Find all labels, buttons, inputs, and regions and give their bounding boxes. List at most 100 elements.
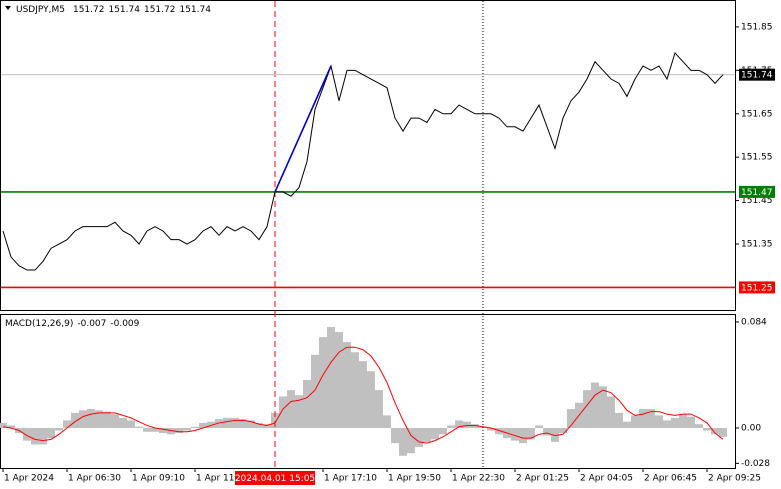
histogram-bar bbox=[375, 390, 383, 428]
histogram-bar bbox=[79, 410, 87, 428]
histogram-bar bbox=[439, 427, 447, 435]
histogram-bar bbox=[103, 411, 111, 428]
y-tick-label: 151.65 bbox=[741, 109, 773, 119]
histogram-bar bbox=[327, 327, 335, 428]
x-tick-label: 1 Apr 22:30 bbox=[452, 474, 505, 484]
x-tick-label: 1 Apr 09:10 bbox=[132, 474, 185, 484]
crosshair-label: 2024.04.01 15:05 bbox=[235, 474, 315, 484]
histogram-bar bbox=[343, 342, 351, 428]
ohlc-value: 151.74 bbox=[179, 5, 211, 15]
histogram-bar bbox=[151, 427, 159, 432]
histogram-bar bbox=[239, 419, 247, 428]
histogram-bar bbox=[39, 427, 47, 445]
price-panel bbox=[0, 0, 736, 311]
histogram-bar bbox=[127, 420, 135, 428]
histogram-bar bbox=[183, 427, 191, 431]
y-tick-label: 151.85 bbox=[741, 22, 773, 32]
chart-header: USDJPY,M5 151.72 151.74 151.72 151.74 bbox=[16, 5, 211, 15]
histogram-bar bbox=[511, 427, 519, 441]
histogram-bar bbox=[631, 415, 639, 428]
y-tick-label: 151.45 bbox=[741, 196, 773, 206]
x-tick-label: 1 Apr 17:10 bbox=[324, 474, 377, 484]
x-tick-label: 2 Apr 09:25 bbox=[708, 474, 761, 484]
histogram-bar bbox=[359, 361, 367, 428]
histogram-bar bbox=[551, 427, 559, 442]
histogram-bar bbox=[255, 422, 263, 428]
histogram-bar bbox=[263, 424, 271, 428]
histogram-bar bbox=[695, 424, 703, 428]
indicator-reading: -0.007 bbox=[77, 319, 106, 329]
histogram-bar bbox=[31, 427, 39, 445]
indicator-name: MACD(12,26,9) bbox=[5, 319, 73, 329]
x-tick-label: 2 Apr 06:45 bbox=[644, 474, 697, 484]
histogram-bar bbox=[191, 426, 199, 428]
price-line bbox=[2, 51, 724, 271]
histogram-bar bbox=[175, 427, 183, 434]
x-tick-label: 2 Apr 01:25 bbox=[516, 474, 569, 484]
level-label-box bbox=[739, 281, 775, 294]
menu-icon[interactable] bbox=[5, 6, 11, 10]
histogram-bar bbox=[663, 420, 671, 428]
histogram-bar bbox=[303, 380, 311, 428]
histogram-bar bbox=[0, 422, 7, 428]
histogram-bar bbox=[319, 337, 327, 428]
histogram-bar bbox=[63, 420, 71, 428]
histogram-bar bbox=[87, 409, 95, 428]
x-tick-label: 2 Apr 04:05 bbox=[580, 474, 633, 484]
level-label: 151.47 bbox=[741, 188, 773, 198]
histogram-bar bbox=[215, 419, 223, 428]
histogram-bar bbox=[703, 427, 711, 431]
histogram-bar bbox=[519, 427, 527, 444]
y-tick-label: 0.084 bbox=[741, 317, 767, 327]
histogram-bar bbox=[7, 425, 15, 428]
histogram-bar bbox=[591, 382, 599, 428]
histogram-bar bbox=[719, 427, 727, 437]
histogram-bar bbox=[639, 409, 647, 428]
trendline bbox=[274, 65, 332, 193]
histogram-bar bbox=[679, 414, 687, 428]
x-tick-label: 1 Apr 11:50 bbox=[196, 474, 249, 484]
histogram-bar bbox=[111, 414, 119, 428]
histogram-bar bbox=[351, 352, 359, 428]
x-tick-label: 1 Apr 06:30 bbox=[68, 474, 121, 484]
indicator-header: MACD(12,26,9) -0.007 -0.009 bbox=[5, 319, 140, 329]
x-tick-label: 1 Apr 19:50 bbox=[388, 474, 441, 484]
macd-panel bbox=[0, 314, 736, 469]
level-label-box bbox=[739, 68, 775, 81]
histogram-bar bbox=[447, 425, 455, 428]
histogram-bar bbox=[527, 427, 535, 440]
histogram-bar bbox=[615, 412, 623, 428]
histogram-bar bbox=[391, 427, 399, 444]
histogram-bar bbox=[287, 390, 295, 428]
histogram-bar bbox=[487, 427, 495, 431]
ohlc-value: 151.74 bbox=[108, 5, 140, 15]
level-label: 151.74 bbox=[741, 71, 773, 81]
histogram-bar bbox=[647, 409, 655, 428]
y-tick-label: -0.028 bbox=[741, 459, 770, 469]
symbol: USDJPY,M5 bbox=[16, 5, 65, 15]
histogram-bar bbox=[95, 410, 103, 428]
histogram-bar bbox=[423, 427, 431, 442]
histogram-bar bbox=[543, 427, 551, 436]
histogram-bar bbox=[247, 420, 255, 428]
histogram-bar bbox=[671, 417, 679, 428]
histogram-bar bbox=[119, 417, 127, 428]
indicator-reading: -0.009 bbox=[110, 319, 139, 329]
histogram-bar bbox=[271, 412, 279, 428]
histogram-bar bbox=[207, 421, 215, 428]
histogram-bar bbox=[311, 354, 319, 428]
histogram-bar bbox=[599, 386, 607, 428]
x-tick-label: 1 Apr 2024 bbox=[4, 474, 54, 484]
level-label-box bbox=[739, 185, 775, 198]
histogram-bar bbox=[535, 425, 543, 428]
histogram-bar bbox=[55, 427, 63, 431]
histogram-bar bbox=[559, 427, 567, 434]
ohlc-value: 151.72 bbox=[73, 5, 105, 15]
y-tick-label: 151.35 bbox=[741, 240, 773, 250]
y-tick-label: 0.00 bbox=[741, 423, 761, 433]
histogram-bar bbox=[199, 422, 207, 428]
histogram-bar bbox=[455, 420, 463, 428]
histogram-bar bbox=[623, 421, 631, 428]
